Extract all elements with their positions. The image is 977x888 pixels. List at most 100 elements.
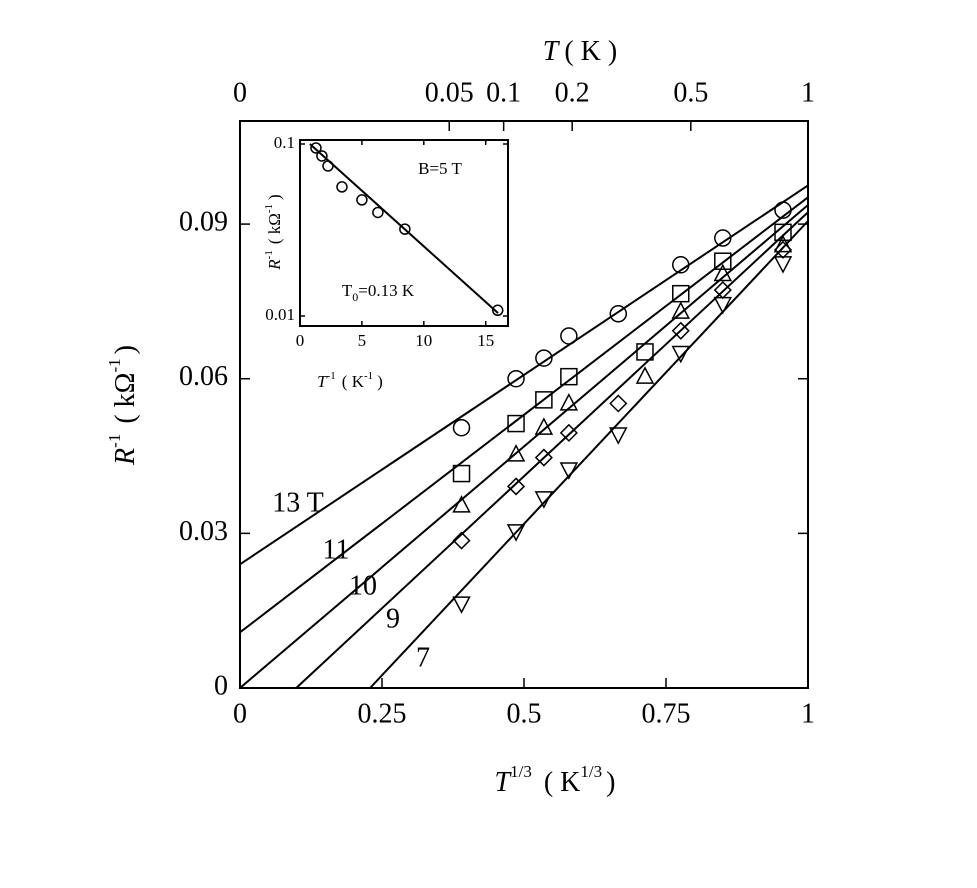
marker — [773, 256, 793, 274]
marker — [714, 252, 732, 270]
plot-frame — [239, 120, 809, 689]
marker — [534, 491, 554, 509]
marker — [534, 417, 554, 435]
fit-line — [239, 204, 809, 689]
marker — [506, 524, 526, 542]
marker — [609, 305, 628, 323]
annotation: B=5 T — [418, 159, 462, 178]
x-tick-label: 0.25 — [358, 698, 407, 729]
marker — [773, 234, 793, 253]
marker — [672, 256, 690, 274]
top-x-tick-label: 0.2 — [555, 77, 590, 108]
label-part: -1 — [105, 358, 124, 372]
fit-line — [369, 220, 809, 689]
y-tick-label: 0 — [214, 670, 228, 701]
label-part: ) — [265, 194, 284, 200]
label-part: ( K ) — [564, 36, 617, 67]
label-part: ( kΩ — [110, 373, 141, 424]
x-tick-label: 1 — [801, 698, 815, 729]
marker — [559, 462, 579, 480]
marker — [452, 495, 471, 513]
marker — [559, 393, 579, 411]
marker — [773, 240, 793, 259]
marker — [452, 531, 471, 550]
marker — [506, 444, 526, 462]
inset-y-label: R-1( kΩ-1) — [263, 194, 284, 270]
label-part: =0.13 K — [358, 281, 415, 300]
x-tick-label: 15 — [477, 331, 494, 350]
y-tick-label: 0.03 — [179, 516, 228, 547]
top-x-tick-label: 1 — [801, 77, 815, 108]
marker — [671, 345, 691, 364]
marker — [535, 391, 553, 409]
plot-frame — [299, 139, 509, 327]
y-tick-label: 0.1 — [274, 133, 295, 152]
marker — [609, 427, 628, 445]
series-label: 7 — [416, 642, 430, 673]
marker — [372, 206, 384, 219]
label-part: T — [317, 372, 328, 391]
x-tick-label: 0.75 — [642, 698, 691, 729]
x-tick-label: 0.5 — [507, 698, 542, 729]
label-part: -1 — [263, 250, 275, 259]
x-tick-label: 0 — [233, 698, 247, 729]
x-tick-label: 10 — [415, 331, 432, 350]
marker — [452, 464, 471, 483]
marker — [507, 369, 525, 388]
marker — [310, 142, 322, 154]
label-part: -1 — [263, 204, 275, 213]
marker — [671, 321, 690, 340]
y-tick-label: 0.01 — [265, 305, 295, 324]
top-x-tick-label: 0.5 — [673, 77, 708, 108]
marker — [714, 229, 732, 247]
marker — [507, 414, 525, 433]
label-part: ) — [606, 767, 615, 798]
label-part: -1 — [364, 370, 373, 382]
marker — [609, 394, 628, 413]
marker — [316, 150, 328, 162]
marker — [535, 349, 553, 367]
y-axis-label: R-1( kΩ-1) — [105, 345, 142, 466]
marker — [452, 418, 471, 437]
marker — [559, 423, 578, 442]
marker — [560, 327, 578, 345]
x-tick-label: 5 — [358, 331, 367, 350]
label-part: T — [495, 767, 513, 798]
marker — [356, 194, 368, 206]
annotation: T0=0.13 K — [342, 281, 415, 304]
series-label: 9 — [386, 603, 400, 634]
top-x-tick-label: 0.05 — [425, 77, 474, 108]
marker — [534, 448, 553, 467]
marker — [322, 160, 334, 172]
label-part: -1 — [105, 434, 124, 448]
fit-line — [309, 143, 499, 314]
label-part: ) — [377, 372, 383, 391]
fit-line — [239, 184, 809, 566]
x-tick-label: 0 — [296, 331, 305, 350]
marker — [560, 367, 578, 386]
label-part: 1/3 — [580, 762, 602, 781]
label-part: ) — [110, 345, 141, 354]
label-part: ( K — [544, 767, 581, 798]
marker — [506, 477, 526, 496]
label-part: ( kΩ — [265, 213, 284, 244]
marker — [713, 263, 733, 282]
label-part: T — [342, 281, 353, 300]
top-x-tick-label: 0.1 — [486, 77, 521, 108]
x-axis-label: T1/3( K1/3) — [495, 762, 616, 799]
label-part: 1/3 — [510, 762, 532, 781]
marker — [713, 296, 733, 315]
series-label: 10 — [349, 570, 377, 601]
marker — [336, 181, 348, 193]
series-label: 13 T — [272, 487, 324, 518]
y-tick-label: 0.06 — [179, 361, 228, 392]
fit-line — [239, 196, 809, 634]
marker — [671, 301, 691, 319]
marker — [399, 223, 411, 235]
fit-line — [295, 211, 809, 689]
top-x-tick-label: 0 — [233, 77, 247, 108]
marker — [635, 366, 655, 384]
series-label: 11 — [323, 534, 350, 565]
label-part: 0 — [352, 290, 358, 304]
